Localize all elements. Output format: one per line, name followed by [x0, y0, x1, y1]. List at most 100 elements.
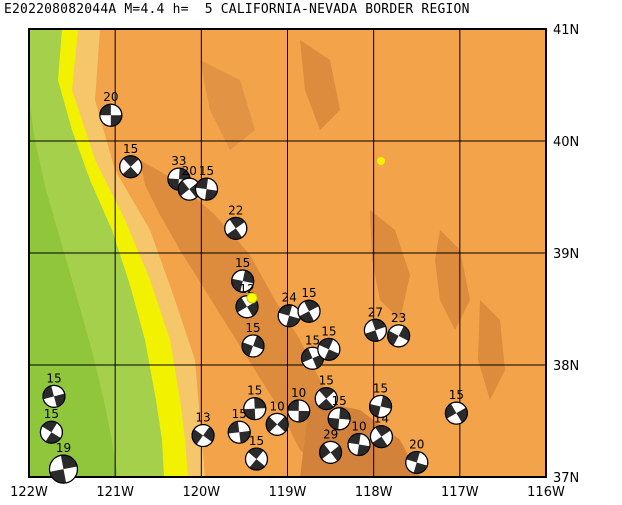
focal-mechanism: 29: [318, 427, 343, 464]
depth-label: 15: [332, 394, 347, 408]
focal-mechanism: 24: [277, 291, 301, 328]
latitude-tick-label: 39N: [553, 247, 579, 262]
beachball-compression: [99, 104, 111, 116]
beachball-compression: [254, 397, 266, 409]
focal-mechanism: 10: [265, 399, 289, 436]
beachball-compression: [226, 228, 243, 240]
beachball-outline: [369, 425, 394, 449]
beachball-outline: [318, 440, 343, 464]
focal-mechanism: 20: [99, 90, 123, 127]
longitude-tick-label: 119W: [269, 485, 307, 500]
depth-label: 12: [239, 282, 254, 296]
focal-mechanism: 15: [297, 286, 321, 323]
depth-label: 15: [123, 142, 138, 156]
depth-label: 10: [270, 399, 285, 413]
basin-range-3: [478, 300, 505, 400]
longitude-tick-label: 117W: [441, 485, 479, 500]
depth-label: 15: [249, 434, 264, 448]
beachball-compression: [42, 421, 58, 433]
longitude-tick-label: 121W: [96, 485, 134, 500]
ocean: [29, 100, 118, 477]
beachball-compression: [298, 410, 310, 422]
lake-marker: [377, 157, 385, 165]
depth-label: 15: [247, 384, 262, 398]
beachball-outline: [42, 384, 66, 408]
beachball-outline: [99, 103, 123, 127]
beachball-outline: [314, 387, 338, 411]
depth-label: 13: [195, 411, 210, 425]
focal-mechanism: 13: [191, 411, 215, 448]
beachball-compression: [266, 416, 278, 433]
beachball-compression: [372, 436, 388, 448]
focal-mechanism: 10: [347, 420, 371, 457]
magnitude-label: M=4.4: [124, 2, 165, 17]
focal-mechanism: 15: [317, 324, 341, 361]
beachball-compression: [328, 417, 340, 430]
beachball-compression: [387, 330, 399, 346]
event-epicenter-marker: [246, 292, 258, 304]
beachball-outline: [39, 420, 64, 444]
beachball-outline: [368, 394, 393, 419]
beachball-outline: [287, 399, 311, 423]
beachball-compression: [239, 430, 251, 444]
depth-label: 27: [368, 305, 383, 319]
beachball-compression: [380, 395, 392, 409]
beachball-compression: [348, 433, 361, 445]
beachball-outline: [241, 334, 265, 358]
focal-mechanism: 15: [327, 394, 351, 431]
basin-range-5: [200, 60, 255, 150]
focal-mechanism: 15: [194, 164, 219, 201]
beachball-outline: [405, 450, 429, 475]
event-id: E202208082044A: [4, 2, 117, 17]
beachball-compression: [247, 301, 259, 317]
beachball-compression: [375, 425, 391, 437]
focal-mechanism: 15: [227, 407, 251, 444]
focal-mechanism: 19: [48, 441, 79, 484]
beachball-outline: [244, 447, 269, 471]
longitude-tick-label: 116W: [527, 485, 565, 500]
beachball-compression: [178, 168, 190, 180]
beachball-outline: [231, 269, 255, 293]
depth-label: 20: [182, 164, 197, 178]
beachball-compression: [369, 403, 381, 418]
depth-label: 19: [56, 441, 71, 455]
beachball-compression: [287, 399, 299, 411]
beachball-compression: [319, 443, 331, 460]
beachball-compression: [357, 444, 370, 456]
latitude-tick-label: 40N: [553, 135, 579, 150]
basin-range-1: [370, 210, 410, 320]
beachball-outline: [119, 155, 143, 179]
focal-mechanism: 15: [231, 256, 255, 293]
beachball-compression: [231, 278, 243, 292]
beachball-compression: [228, 421, 240, 434]
beachball-compression: [192, 429, 204, 445]
beachball-compression: [229, 217, 245, 229]
beachball-compression: [203, 426, 215, 443]
focal-mechanism: 15: [244, 434, 269, 471]
beachball-compression: [339, 407, 351, 420]
beachball-compression: [445, 403, 457, 419]
focal-mechanism: 20: [405, 437, 429, 475]
latitude-tick-label: 37N: [553, 471, 579, 486]
depth-label: 15: [301, 286, 316, 300]
beachball-outline: [297, 299, 321, 323]
beachball-compression: [243, 408, 256, 420]
beachball-compression: [204, 189, 218, 201]
beachball-outline: [243, 397, 267, 421]
beachball-outline: [387, 324, 411, 348]
beachball-outline: [363, 318, 387, 342]
focal-mechanism: 22: [224, 203, 248, 240]
beachball-outline: [194, 177, 219, 201]
beachball-outline: [317, 337, 341, 361]
beachball-compression: [304, 300, 319, 312]
latitude-labels: 41N 40N 39N 38N 37N: [553, 23, 579, 486]
region-name: CALIFORNIA-NEVADA BORDER REGION: [220, 2, 470, 17]
focal-mechanism: 15: [444, 388, 468, 425]
map-frame: [28, 28, 547, 478]
depth-label: 15: [232, 407, 247, 421]
focal-mechanism: 15: [368, 381, 393, 419]
depth-label: 22: [228, 203, 243, 217]
beachball-compression: [195, 178, 209, 190]
beachball-compression: [178, 180, 190, 197]
